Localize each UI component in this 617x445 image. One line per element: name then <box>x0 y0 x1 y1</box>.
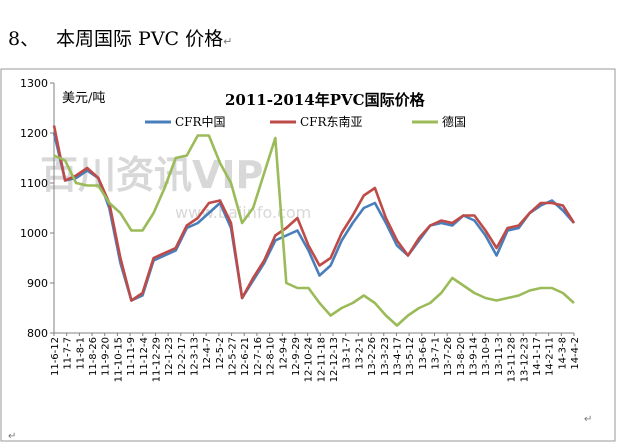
x-tick-label: 11-12-29 <box>151 337 162 382</box>
price-chart: 百川资讯VIP www.baiinfo.com 2011-2014年PVC国际价… <box>0 68 616 442</box>
series-line <box>52 132 575 302</box>
x-tick-label: 12-4-7 <box>202 337 213 370</box>
x-tick-label: 13-2-1 <box>354 337 365 370</box>
x-tick-label: 13-10-9 <box>481 337 492 376</box>
x-tick-label: 11-7-7 <box>63 337 74 370</box>
x-tick-label: 12-8-10 <box>266 337 277 376</box>
x-tick-label: 11-6-12 <box>50 337 61 376</box>
y-tick-label: 800 <box>27 327 48 340</box>
x-tick-label: 14-4-2 <box>570 337 581 370</box>
y-axis-label: 美元/吨 <box>62 91 105 106</box>
x-tick-label: 13-7-26 <box>443 337 454 376</box>
x-tick-label: 11-8-26 <box>88 337 99 376</box>
legend-label: 德国 <box>442 114 466 129</box>
x-tick-label: 13-11-28 <box>507 337 518 382</box>
x-tick-label: 13-1-7 <box>342 337 353 370</box>
corner-mark-right: ↵ <box>584 414 593 425</box>
series-line <box>53 134 575 327</box>
y-axis: 800 900 1000 1100 1200 1300 <box>20 77 55 340</box>
x-tick-label: 13-8-20 <box>456 337 467 376</box>
chart-frame <box>0 68 616 442</box>
x-tick-label: 12-1-23 <box>164 337 175 376</box>
y-tick-label: 1000 <box>20 227 48 240</box>
y-tick-label: 1200 <box>20 127 48 140</box>
corner-mark-left: ↵ <box>8 431 17 442</box>
legend-label: CFR中国 <box>175 114 226 129</box>
y-tick-label: 900 <box>27 277 48 290</box>
x-tick-label: 13-2-26 <box>367 337 378 376</box>
series-line <box>52 125 576 302</box>
x-tick-label: 12-11-18 <box>316 337 327 382</box>
chart-title: 2011-2014年PVC国际价格 <box>225 91 426 109</box>
x-tick-label: 11-9-20 <box>101 337 112 376</box>
x-tick-label: 11-12-4 <box>139 337 150 376</box>
x-tick-label: 14-1-17 <box>532 337 543 376</box>
x-tick-label: 12-9-29 <box>291 337 302 376</box>
y-tick-label: 1300 <box>20 77 48 90</box>
section-number: 8、 <box>8 28 40 50</box>
x-tick-label: 13-7-1 <box>430 337 441 370</box>
x-tick-label: 12-10-24 <box>304 337 315 382</box>
x-tick-label: 13-9-14 <box>469 337 480 376</box>
x-tick-label: 12-5-27 <box>228 337 239 376</box>
x-tick-label: 13-3-23 <box>380 337 391 376</box>
paragraph-mark: ↵ <box>223 35 233 48</box>
x-tick-label: 13-11-3 <box>494 337 505 376</box>
x-tick-label: 12-3-13 <box>190 337 201 376</box>
x-tick-label: 12-12-13 <box>329 337 340 382</box>
x-tick-label: 14-2-11 <box>545 337 556 376</box>
x-tick-label: 11-11-9 <box>126 337 137 376</box>
plot-area <box>52 125 576 327</box>
x-tick-label: 13-5-12 <box>405 337 416 376</box>
chart-legend: CFR中国 CFR东南亚 德国 <box>145 114 466 129</box>
x-tick-label: 11-10-15 <box>113 337 124 382</box>
section-title: 本周国际 PVC 价格 <box>56 28 224 50</box>
x-tick-label: 13-12-23 <box>519 337 530 382</box>
x-tick-label: 13-6-6 <box>418 337 429 370</box>
y-tick-label: 1100 <box>20 177 48 190</box>
chart-watermark-url: www.baiinfo.com <box>175 203 311 222</box>
x-tick-label: 12-2-17 <box>177 337 188 376</box>
legend-label: CFR东南亚 <box>300 114 363 129</box>
x-tick-label: 13-4-17 <box>392 337 403 376</box>
x-tick-label: 12-6-21 <box>240 337 251 376</box>
x-tick-label: 12-5-2 <box>215 337 226 370</box>
x-tick-label: 12-7-16 <box>253 337 264 376</box>
x-tick-label: 12-9-4 <box>278 337 289 370</box>
x-tick-label: 14-3-8 <box>557 337 568 370</box>
x-axis: 11-6-12 11-7-7 11-8-1 11-8-26 11-9-20 11-10-1… <box>50 332 581 382</box>
section-heading: 8、 本周国际 PVC 价格↵ <box>8 24 232 51</box>
x-tick-label: 11-8-1 <box>75 337 86 370</box>
